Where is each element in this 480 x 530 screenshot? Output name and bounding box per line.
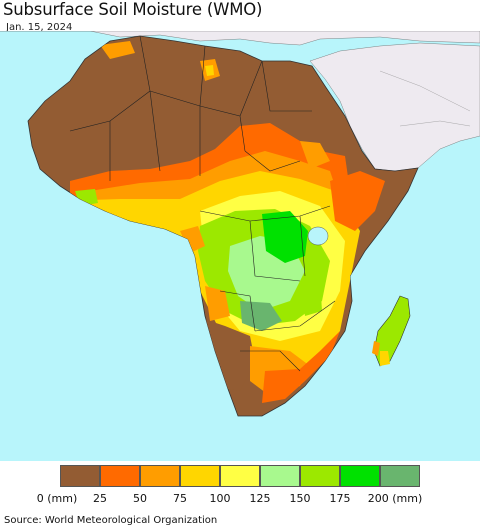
legend-swatch [100,465,140,487]
europe-land [0,31,480,46]
lake-victoria [307,226,329,246]
map-title: Subsurface Soil Moisture (WMO) [3,0,263,19]
legend-tick: 75 [173,492,187,505]
legend-tick: 125 [249,492,271,505]
legend-tick: 150 [289,492,311,505]
legend-swatch [300,465,340,487]
legend-tick: 0 (mm) [36,492,78,505]
legend-swatch [180,465,220,487]
map-date: Jan. 15, 2024 [6,22,73,33]
arabia-land [309,42,480,172]
legend-swatch [140,465,180,487]
legend-tick: 175 [329,492,351,505]
country-borders [69,35,336,372]
legend-tick: 25 [93,492,107,505]
legend: 0 (mm) 25 50 75 100 125 150 175 200 (mm) [0,462,480,510]
legend-swatch [260,465,300,487]
soil-moisture-map [0,31,480,461]
legend-swatch [340,465,380,487]
legend-tick: 200 (mm) [367,492,423,505]
source-credit: Source: World Meteorological Organizatio… [4,515,218,526]
legend-swatch [60,465,100,487]
legend-tick: 50 [133,492,147,505]
legend-tick: 100 [209,492,231,505]
legend-swatch [220,465,260,487]
legend-swatch [380,465,420,487]
